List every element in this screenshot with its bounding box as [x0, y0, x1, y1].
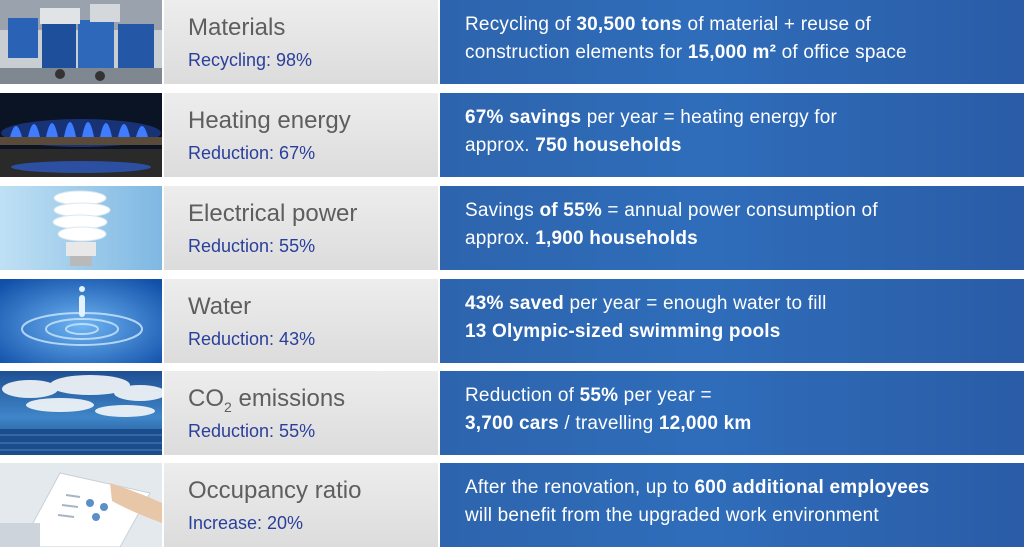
highlight-figure: 15,000 m²: [687, 42, 777, 63]
description-text: approx.: [465, 228, 536, 249]
description-text: will benefit from the upgraded work envi…: [465, 505, 879, 526]
office-papers-photo: [0, 463, 162, 547]
description-text: Reduction of: [465, 385, 580, 406]
row-water: Water Reduction: 43% 43% saved per year …: [0, 279, 1024, 363]
heating-description: 67% savings per year = heating energy fo…: [440, 93, 1024, 177]
electrical-description: Savings of 55% = annual power consumptio…: [440, 186, 1024, 270]
highlight-figure: 1,900 households: [535, 228, 698, 249]
description-text: of material + reuse of: [682, 14, 871, 35]
description-line-2: will benefit from the upgraded work envi…: [465, 505, 879, 527]
materials-label-panel: Materials Recycling: 98%: [164, 0, 438, 84]
description-text: of office space: [776, 42, 907, 63]
row-subtitle: Recycling: 98%: [188, 50, 313, 70]
description-line-1: Savings of 55% = annual power consumptio…: [465, 200, 878, 222]
occupancy-label-panel: Occupancy ratio Increase: 20%: [164, 463, 438, 547]
row-subtitle: Reduction: 43%: [188, 329, 316, 349]
materials-description: Recycling of 30,500 tons of material + r…: [440, 0, 1024, 84]
electrical-label-panel: Electrical power Reduction: 55%: [164, 186, 438, 270]
gas-flame-photo: [0, 93, 162, 177]
highlight-figure: 750 households: [535, 135, 682, 156]
description-text: After the renovation, up to: [465, 477, 695, 498]
description-line-1: 67% savings per year = heating energy fo…: [465, 107, 837, 129]
co2-title-subscript: 2: [224, 398, 232, 415]
description-line-2: 13 Olympic-sized swimming pools: [465, 321, 781, 343]
clouds-sea-photo: [0, 371, 162, 455]
description-line-2: approx. 1,900 households: [465, 228, 698, 250]
description-line-2: approx. 750 households: [465, 135, 682, 157]
description-line-1: After the renovation, up to 600 addition…: [465, 477, 930, 499]
description-text: Savings: [465, 200, 540, 221]
description-line-1: 43% saved per year = enough water to fil…: [465, 293, 827, 315]
row-heating-energy: Heating energy Reduction: 67% 67% saving…: [0, 93, 1024, 177]
row-electrical-power: Electrical power Reduction: 55% Savings …: [0, 186, 1024, 270]
energy-saving-bulb-photo: [0, 186, 162, 270]
row-subtitle: Reduction: 55%: [188, 421, 316, 441]
co2-description: Reduction of 55% per year = 3,700 cars /…: [440, 371, 1024, 455]
row-occupancy-ratio: Occupancy ratio Increase: 20% After the …: [0, 463, 1024, 547]
description-line-2: 3,700 cars / travelling 12,000 km: [465, 413, 752, 435]
row-title: Electrical power: [188, 200, 358, 227]
row-title: CO2 emissions: [188, 385, 345, 415]
highlight-figure: of 55%: [539, 200, 602, 221]
description-line-1: Recycling of 30,500 tons of material + r…: [465, 14, 871, 36]
description-text: Recycling of: [465, 14, 577, 35]
water-description: 43% saved per year = enough water to fil…: [440, 279, 1024, 363]
highlight-figure: 55%: [579, 385, 619, 406]
row-materials: Materials Recycling: 98% Recycling of 30…: [0, 0, 1024, 84]
row-subtitle: Reduction: 55%: [188, 236, 316, 256]
highlight-figure: 13 Olympic-sized swimming pools: [465, 321, 781, 342]
row-title: Occupancy ratio: [188, 477, 362, 504]
description-line-2: construction elements for 15,000 m² of o…: [465, 42, 907, 64]
description-text: construction elements for: [465, 42, 688, 63]
row-title: Materials: [188, 14, 286, 41]
description-text: per year = heating energy for: [581, 107, 838, 128]
highlight-figure: 12,000 km: [658, 413, 752, 434]
water-label-panel: Water Reduction: 43%: [164, 279, 438, 363]
recycling-bins-photo: [0, 0, 162, 84]
row-co2-emissions: CO2 emissions Reduction: 55% Reduction o…: [0, 371, 1024, 455]
co2-label-panel: CO2 emissions Reduction: 55%: [164, 371, 438, 455]
co2-title-rest: emissions: [231, 385, 346, 412]
row-title: Water: [188, 293, 252, 320]
description-line-1: Reduction of 55% per year =: [465, 385, 712, 407]
highlight-figure: 30,500 tons: [576, 14, 683, 35]
row-subtitle: Reduction: 67%: [188, 143, 316, 163]
row-subtitle: Increase: 20%: [188, 513, 304, 533]
highlight-figure: 600 additional employees: [694, 477, 930, 498]
description-text: = annual power consumption of: [601, 200, 878, 221]
description-text: per year =: [618, 385, 712, 406]
heating-label-panel: Heating energy Reduction: 67%: [164, 93, 438, 177]
water-drop-photo: [0, 279, 162, 363]
highlight-figure: 67% savings: [465, 107, 582, 128]
row-title: Heating energy: [188, 107, 351, 134]
description-text: / travelling: [558, 413, 659, 434]
occupancy-description: After the renovation, up to 600 addition…: [440, 463, 1024, 547]
highlight-figure: 3,700 cars: [465, 413, 559, 434]
co2-title-co: CO: [188, 385, 224, 412]
description-text: per year = enough water to fill: [563, 293, 827, 314]
highlight-figure: 43% saved: [465, 293, 564, 314]
description-text: approx.: [465, 135, 536, 156]
